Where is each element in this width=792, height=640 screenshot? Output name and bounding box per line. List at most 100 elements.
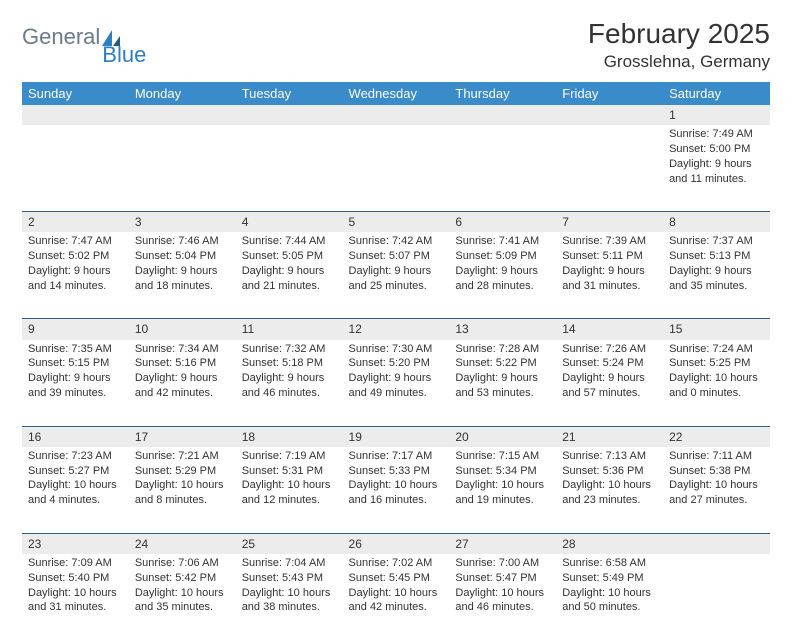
- daynum-row: 9101112131415: [22, 318, 770, 339]
- calendar-body: 1Sunrise: 7:49 AMSunset: 5:00 PMDaylight…: [22, 105, 770, 640]
- daydata-cell: Sunrise: 7:11 AMSunset: 5:38 PMDaylight:…: [663, 447, 770, 533]
- sunset-line: Sunset: 5:45 PM: [349, 571, 444, 586]
- daylight-line1: Daylight: 9 hours: [455, 264, 550, 279]
- day-data: Sunrise: 7:09 AMSunset: 5:40 PMDaylight:…: [22, 554, 129, 621]
- location: Grosslehna, Germany: [588, 52, 770, 72]
- sunset-line: Sunset: 5:04 PM: [135, 249, 230, 264]
- sunset-line: Sunset: 5:49 PM: [562, 571, 657, 586]
- day-data: Sunrise: 7:26 AMSunset: 5:24 PMDaylight:…: [556, 340, 663, 407]
- daylight-line1: Daylight: 9 hours: [242, 264, 337, 279]
- day-data: Sunrise: 7:06 AMSunset: 5:42 PMDaylight:…: [129, 554, 236, 621]
- day-number: 24: [129, 533, 236, 554]
- daynum-cell: 3: [129, 211, 236, 232]
- daylight-line1: Daylight: 10 hours: [669, 371, 764, 386]
- daynum-cell: 7: [556, 211, 663, 232]
- sunset-line: Sunset: 5:00 PM: [669, 142, 764, 157]
- daydata-cell: Sunrise: 7:28 AMSunset: 5:22 PMDaylight:…: [449, 340, 556, 426]
- day-number: 14: [556, 318, 663, 339]
- sunset-line: Sunset: 5:25 PM: [669, 356, 764, 371]
- daynum-cell: 21: [556, 426, 663, 447]
- day-number: 2: [22, 211, 129, 232]
- daydata-cell: Sunrise: 6:58 AMSunset: 5:49 PMDaylight:…: [556, 554, 663, 640]
- day-number: 7: [556, 211, 663, 232]
- daylight-line2: and 57 minutes.: [562, 386, 657, 401]
- day-number: 28: [556, 533, 663, 554]
- day-data: Sunrise: 7:00 AMSunset: 5:47 PMDaylight:…: [449, 554, 556, 621]
- day-number: 18: [236, 426, 343, 447]
- daylight-line2: and 18 minutes.: [135, 279, 230, 294]
- daydata-cell: [343, 125, 450, 211]
- day-number: 8: [663, 211, 770, 232]
- day-data: Sunrise: 7:35 AMSunset: 5:15 PMDaylight:…: [22, 340, 129, 407]
- daynum-cell: 9: [22, 318, 129, 339]
- daydata-cell: Sunrise: 7:00 AMSunset: 5:47 PMDaylight:…: [449, 554, 556, 640]
- day-data: Sunrise: 7:46 AMSunset: 5:04 PMDaylight:…: [129, 232, 236, 299]
- brand-word1: General: [22, 24, 100, 50]
- daylight-line2: and 4 minutes.: [28, 493, 123, 508]
- daylight-line2: and 38 minutes.: [242, 600, 337, 615]
- day-number: 17: [129, 426, 236, 447]
- daynum-cell: 28: [556, 533, 663, 554]
- daylight-line2: and 35 minutes.: [669, 279, 764, 294]
- day-data: Sunrise: 7:32 AMSunset: 5:18 PMDaylight:…: [236, 340, 343, 407]
- sunrise-line: Sunrise: 7:04 AM: [242, 556, 337, 571]
- day-data: Sunrise: 7:24 AMSunset: 5:25 PMDaylight:…: [663, 340, 770, 407]
- day-data: Sunrise: 7:42 AMSunset: 5:07 PMDaylight:…: [343, 232, 450, 299]
- daylight-line2: and 31 minutes.: [562, 279, 657, 294]
- daynum-cell: 16: [22, 426, 129, 447]
- day-number: 15: [663, 318, 770, 339]
- day-data: Sunrise: 7:30 AMSunset: 5:20 PMDaylight:…: [343, 340, 450, 407]
- daydata-cell: Sunrise: 7:35 AMSunset: 5:15 PMDaylight:…: [22, 340, 129, 426]
- daydata-cell: Sunrise: 7:42 AMSunset: 5:07 PMDaylight:…: [343, 232, 450, 318]
- day-data: Sunrise: 6:58 AMSunset: 5:49 PMDaylight:…: [556, 554, 663, 621]
- daylight-line2: and 16 minutes.: [349, 493, 444, 508]
- daylight-line1: Daylight: 9 hours: [455, 371, 550, 386]
- daynum-cell: [556, 105, 663, 125]
- daynum-cell: 27: [449, 533, 556, 554]
- daynum-cell: [449, 105, 556, 125]
- day-data: [22, 125, 129, 133]
- daylight-line1: Daylight: 9 hours: [562, 264, 657, 279]
- daylight-line2: and 35 minutes.: [135, 600, 230, 615]
- daynum-cell: [343, 105, 450, 125]
- sunrise-line: Sunrise: 7:11 AM: [669, 449, 764, 464]
- daydata-cell: [236, 125, 343, 211]
- weekday-header: Friday: [556, 82, 663, 105]
- sunrise-line: Sunrise: 7:28 AM: [455, 342, 550, 357]
- day-number: 26: [343, 533, 450, 554]
- sunrise-line: Sunrise: 7:13 AM: [562, 449, 657, 464]
- daydata-cell: Sunrise: 7:39 AMSunset: 5:11 PMDaylight:…: [556, 232, 663, 318]
- sunset-line: Sunset: 5:11 PM: [562, 249, 657, 264]
- daynum-cell: 2: [22, 211, 129, 232]
- daynum-cell: 13: [449, 318, 556, 339]
- daydata-cell: Sunrise: 7:23 AMSunset: 5:27 PMDaylight:…: [22, 447, 129, 533]
- sunrise-line: Sunrise: 7:35 AM: [28, 342, 123, 357]
- sunrise-line: Sunrise: 7:34 AM: [135, 342, 230, 357]
- calendar-table: Sunday Monday Tuesday Wednesday Thursday…: [22, 82, 770, 640]
- daynum-cell: 22: [663, 426, 770, 447]
- daylight-line2: and 46 minutes.: [242, 386, 337, 401]
- daylight-line1: Daylight: 10 hours: [135, 586, 230, 601]
- day-number: 27: [449, 533, 556, 554]
- daylight-line1: Daylight: 10 hours: [349, 586, 444, 601]
- daylight-line2: and 19 minutes.: [455, 493, 550, 508]
- daylight-line1: Daylight: 10 hours: [135, 478, 230, 493]
- day-number: [129, 105, 236, 125]
- daylight-line2: and 31 minutes.: [28, 600, 123, 615]
- daydata-cell: Sunrise: 7:21 AMSunset: 5:29 PMDaylight:…: [129, 447, 236, 533]
- sunrise-line: Sunrise: 7:09 AM: [28, 556, 123, 571]
- brand-logo: General Blue: [22, 18, 146, 50]
- day-number: [236, 105, 343, 125]
- sunrise-line: Sunrise: 7:41 AM: [455, 234, 550, 249]
- day-number: 23: [22, 533, 129, 554]
- daydata-cell: Sunrise: 7:24 AMSunset: 5:25 PMDaylight:…: [663, 340, 770, 426]
- day-data: Sunrise: 7:37 AMSunset: 5:13 PMDaylight:…: [663, 232, 770, 299]
- day-data: Sunrise: 7:49 AMSunset: 5:00 PMDaylight:…: [663, 125, 770, 192]
- daylight-line1: Daylight: 10 hours: [242, 586, 337, 601]
- daylight-line2: and 21 minutes.: [242, 279, 337, 294]
- day-data: Sunrise: 7:19 AMSunset: 5:31 PMDaylight:…: [236, 447, 343, 514]
- daylight-line1: Daylight: 10 hours: [242, 478, 337, 493]
- daynum-cell: [22, 105, 129, 125]
- sunset-line: Sunset: 5:09 PM: [455, 249, 550, 264]
- daydata-cell: Sunrise: 7:46 AMSunset: 5:04 PMDaylight:…: [129, 232, 236, 318]
